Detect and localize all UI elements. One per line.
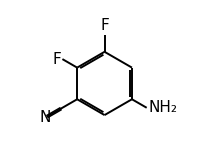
Text: N: N: [39, 110, 51, 125]
Text: F: F: [100, 18, 109, 33]
Text: NH₂: NH₂: [148, 100, 177, 115]
Text: F: F: [52, 52, 61, 67]
